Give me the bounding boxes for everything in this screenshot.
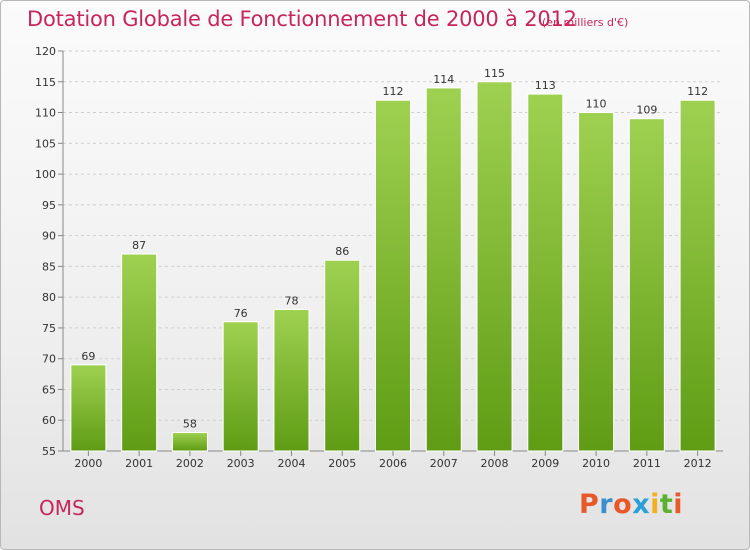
bar: [171, 432, 208, 452]
y-tick-label: 85: [42, 260, 56, 273]
y-tick-label: 110: [35, 107, 56, 120]
logo-letter: i: [650, 489, 660, 520]
x-tick-label: 2001: [125, 457, 153, 470]
x-tick-label: 2008: [481, 457, 509, 470]
y-tick-label: 90: [42, 230, 56, 243]
x-tick-label: 2012: [684, 457, 712, 470]
commune-name: OMS: [39, 496, 85, 520]
bar: [679, 99, 716, 452]
value-label: 110: [586, 98, 607, 111]
value-label: 87: [132, 239, 146, 252]
y-tick-labels: 55 60 65 70 75 80 85 90 95 100 105 110 115 120: [35, 45, 56, 458]
bar: [476, 81, 513, 452]
y-tick-label: 105: [35, 137, 56, 150]
value-label: 114: [433, 73, 454, 86]
x-tick-label: 2005: [328, 457, 356, 470]
bar: [222, 321, 259, 452]
x-tick-labels: 2000 2001 2002 2003 2004 2005 2006 2007 2008 2009…: [74, 451, 712, 470]
logo-letter: r: [599, 489, 614, 520]
value-label: 115: [484, 67, 505, 80]
value-label: 109: [636, 104, 657, 117]
value-labels: 69 87 58 76 78 86 112 114 115 113 110 109 112: [81, 67, 708, 431]
x-tick-label: 2003: [227, 457, 255, 470]
x-tick-label: 2009: [531, 457, 559, 470]
value-label: 58: [183, 418, 197, 431]
y-tick-label: 95: [42, 199, 56, 212]
bar: [425, 87, 462, 452]
y-tick-label: 60: [42, 414, 56, 427]
proxiti-logo[interactable]: Proxiti: [579, 489, 683, 520]
logo-letter: P: [579, 489, 600, 520]
bar: [324, 259, 361, 452]
bar: [527, 93, 564, 452]
logo-letter: t: [659, 489, 674, 520]
logo-letter: o: [613, 489, 633, 520]
y-tick-label: 65: [42, 383, 56, 396]
value-label: 113: [535, 79, 556, 92]
y-tick-label: 75: [42, 322, 56, 335]
x-tick-label: 2010: [582, 457, 610, 470]
bar: [628, 118, 665, 452]
value-label: 78: [284, 294, 298, 307]
y-tick-label: 55: [42, 445, 56, 458]
x-tick-label: 2011: [633, 457, 661, 470]
x-tick-label: 2002: [176, 457, 204, 470]
x-tick-label: 2006: [379, 457, 407, 470]
y-tick-label: 80: [42, 291, 56, 304]
chart-subtitle: (en milliers d'€): [542, 16, 629, 29]
x-tick-label: 2004: [277, 457, 305, 470]
bar: [121, 253, 158, 452]
bars: [70, 81, 716, 452]
value-label: 76: [234, 307, 248, 320]
y-tick-label: 70: [42, 353, 56, 366]
bar: [70, 364, 107, 452]
x-tick-label: 2000: [74, 457, 102, 470]
y-tick-label: 100: [35, 168, 56, 181]
bar: [374, 99, 412, 452]
bar: [578, 112, 615, 452]
value-label: 69: [81, 350, 95, 363]
chart-title: Dotation Globale de Fonctionnement de 20…: [27, 7, 577, 31]
logo-letter: x: [632, 489, 651, 520]
value-label: 112: [383, 85, 404, 98]
bar: [273, 308, 310, 452]
value-label: 86: [335, 245, 349, 258]
y-tick-label: 120: [35, 45, 56, 58]
x-tick-label: 2007: [430, 457, 458, 470]
value-label: 112: [687, 85, 708, 98]
y-tick-label: 115: [35, 76, 56, 89]
logo-letter: i: [673, 489, 684, 520]
